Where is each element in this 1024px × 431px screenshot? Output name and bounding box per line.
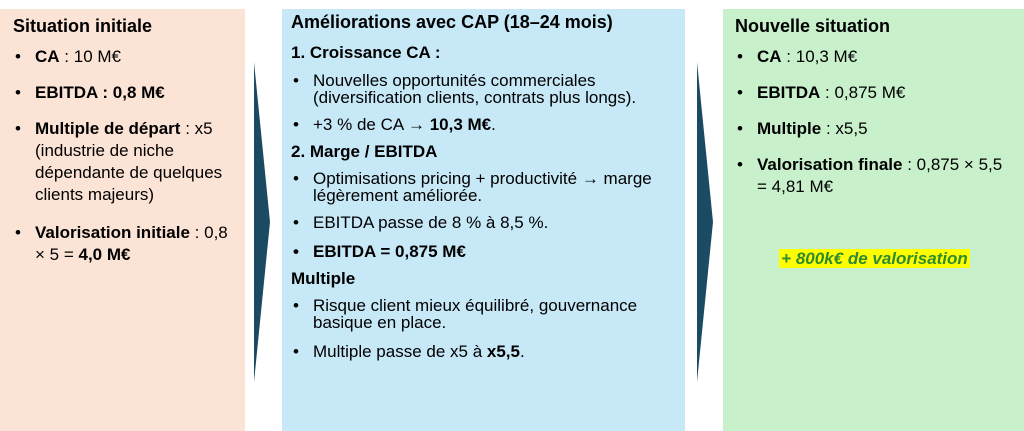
item-label: EBITDA	[757, 83, 821, 102]
item-value: x5 (industrie de niche dépendante de que…	[35, 119, 223, 204]
initial-situation-list: CA : 10 M€ EBITDA : 0,8 M€ Multiple de d…	[13, 46, 235, 266]
item-sep: :	[902, 155, 917, 174]
improvements-panel: Améliorations avec CAP (18–24 mois) 1. C…	[282, 9, 685, 431]
item-value-bold: 10,3 M€	[429, 115, 492, 134]
arrow-right-icon	[254, 62, 270, 382]
item-label: Multiple	[757, 119, 822, 138]
item-value: 0,8 M€	[112, 83, 165, 102]
item-value: 0,8 × 5 =	[35, 223, 228, 264]
item-label: CA	[35, 47, 60, 66]
list-item: EBITDA : 0,8 M€	[13, 82, 235, 104]
list-item: Multiple : x5,5	[735, 118, 1014, 140]
list-item: Multiple passe de x5 à x5,5.	[291, 343, 675, 360]
list-item: CA : 10,3 M€	[735, 46, 1014, 68]
new-situation-list: CA : 10,3 M€ EBITDA : 0,875 M€ Multiple …	[735, 46, 1014, 198]
item-text: .	[519, 342, 525, 361]
item-value-bold: x5,5	[486, 342, 520, 361]
item-value: x5,5	[835, 119, 868, 138]
initial-situation-panel: Situation initiale CA : 10 M€ EBITDA : 0…	[0, 9, 245, 431]
multiple-section-title: Multiple	[291, 269, 356, 288]
margin-list: Optimisations pricing + productivité → m…	[291, 170, 675, 260]
item-label: EBITDA :	[35, 83, 109, 102]
item-value: 0,875 M€	[834, 83, 906, 102]
list-item: EBITDA : 0,875 M€	[735, 82, 1014, 104]
item-sep: :	[189, 223, 205, 242]
list-item: Risque client mieux équilibré, gouvernan…	[291, 297, 675, 331]
arrow-right-icon	[697, 62, 713, 382]
item-label: CA	[757, 47, 782, 66]
item-sep: :	[781, 47, 796, 66]
item-value-bold: 4,0 M€	[78, 245, 131, 264]
item-text: .	[491, 115, 496, 134]
item-text: +3 % de CA →	[313, 115, 430, 134]
item-text: Multiple passe de x5 à	[313, 342, 487, 361]
margin-section-title: 2. Marge / EBITDA	[291, 142, 438, 161]
valuation-gain-highlight: + 800k€ de valorisation	[779, 249, 970, 268]
growth-list: Nouvelles opportunités commerciales (div…	[291, 72, 675, 133]
improvements-title: Améliorations avec CAP (18–24 mois)	[291, 12, 613, 32]
list-item: EBITDA = 0,875 M€	[291, 243, 675, 260]
list-item: Multiple de départ : x5 (industrie de ni…	[13, 118, 235, 206]
item-label: Multiple de départ	[35, 119, 181, 138]
item-sep: :	[59, 47, 74, 66]
list-item: Nouvelles opportunités commerciales (div…	[291, 72, 675, 106]
list-item: Valorisation finale : 0,875 × 5,5 = 4,81…	[735, 154, 1014, 198]
item-label: Valorisation finale	[757, 155, 903, 174]
new-situation-panel: Nouvelle situation CA : 10,3 M€ EBITDA :…	[723, 9, 1024, 431]
item-value: 10,3 M€	[795, 47, 858, 66]
item-value: 0,875 × 5,5 = 4,81 M€	[757, 155, 1003, 196]
list-item: +3 % de CA → 10,3 M€.	[291, 116, 675, 133]
multiple-list: Risque client mieux équilibré, gouvernan…	[291, 297, 675, 360]
list-item: EBITDA passe de 8 % à 8,5 %.	[291, 214, 675, 231]
item-sep: :	[180, 119, 195, 138]
list-item: Optimisations pricing + productivité → m…	[291, 170, 675, 204]
item-sep: :	[821, 119, 836, 138]
list-item: CA : 10 M€	[13, 46, 235, 68]
item-sep: :	[820, 83, 835, 102]
growth-section-title: 1. Croissance CA :	[291, 43, 441, 62]
item-label: Valorisation initiale	[35, 223, 190, 242]
new-situation-title: Nouvelle situation	[735, 16, 891, 36]
initial-situation-title: Situation initiale	[13, 16, 153, 36]
list-item: Valorisation initiale : 0,8 × 5 = 4,0 M€	[13, 222, 235, 266]
valuation-gain: + 800k€ de valorisation	[735, 248, 1014, 270]
item-value: 10 M€	[73, 47, 121, 66]
